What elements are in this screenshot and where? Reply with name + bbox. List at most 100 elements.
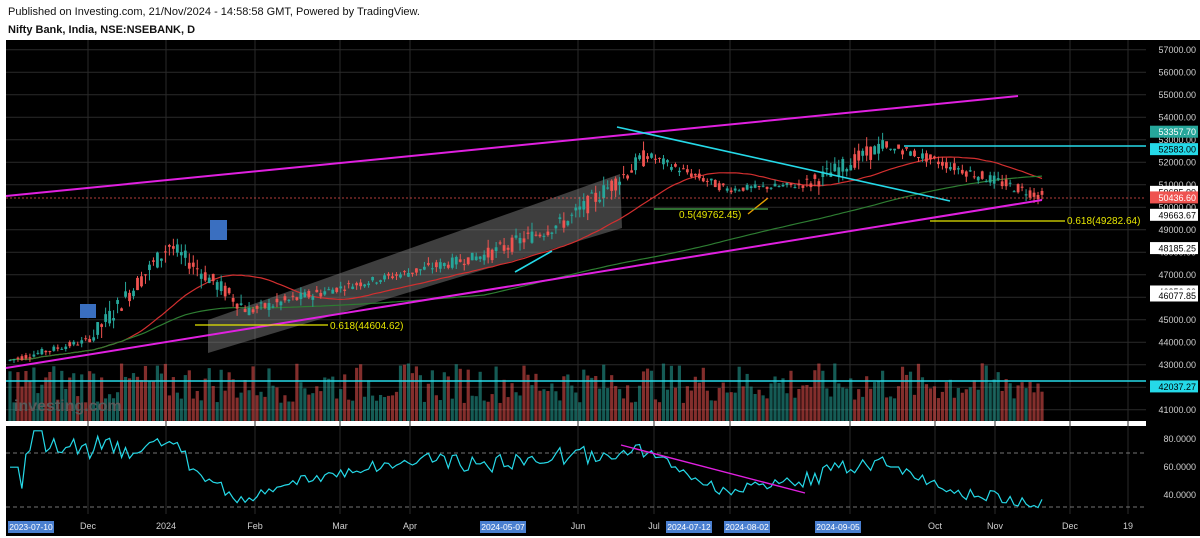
candle-body bbox=[84, 338, 88, 340]
volume-bar bbox=[928, 388, 933, 421]
volume-bar bbox=[829, 396, 833, 421]
volume-bar bbox=[1008, 383, 1012, 421]
volume-bar bbox=[72, 373, 76, 421]
volume-bar bbox=[833, 363, 837, 421]
candle-body bbox=[980, 171, 984, 179]
volume-bar bbox=[12, 402, 16, 421]
candle-body bbox=[606, 187, 610, 189]
volume-bar bbox=[215, 402, 219, 421]
candle-body bbox=[116, 300, 119, 304]
candle-body bbox=[235, 303, 239, 309]
volume-bar bbox=[522, 365, 526, 421]
volume-bar bbox=[462, 402, 466, 421]
volume-bar bbox=[765, 398, 769, 421]
price-badge-label: 53357.70 bbox=[1158, 127, 1196, 137]
volume-bar bbox=[952, 397, 956, 421]
volume-bar bbox=[948, 379, 952, 421]
candles bbox=[8, 132, 1044, 364]
volume-bar bbox=[299, 382, 303, 421]
candle-body bbox=[187, 262, 191, 269]
candle-body bbox=[8, 359, 12, 361]
volume-bar bbox=[474, 396, 478, 421]
volume-bar bbox=[335, 398, 339, 421]
candle-body bbox=[797, 183, 801, 186]
volume-bar bbox=[590, 377, 594, 421]
candle-body bbox=[1032, 192, 1036, 197]
candle-body bbox=[845, 169, 849, 172]
candle-body bbox=[419, 269, 422, 271]
volume-bar bbox=[355, 367, 359, 421]
volume-bars bbox=[8, 363, 1044, 421]
time-axis-label: Dec bbox=[80, 521, 97, 531]
volume-bar bbox=[677, 365, 682, 421]
volume-bar bbox=[797, 388, 801, 421]
candle-body bbox=[183, 250, 187, 258]
rsi-divergence-line[interactable] bbox=[620, 444, 806, 494]
candle-body bbox=[20, 356, 24, 360]
candle-body bbox=[933, 156, 936, 158]
time-axis-badge-label: 2024-09-05 bbox=[816, 522, 860, 532]
candle-body bbox=[658, 157, 661, 159]
price-chart[interactable]: investing.com 0.618(44604.62) 0.5(49762.… bbox=[0, 38, 1200, 538]
moving-average-long bbox=[9, 175, 1043, 361]
volume-bar bbox=[693, 376, 697, 421]
candle-body bbox=[450, 257, 454, 268]
candle-body bbox=[869, 146, 873, 160]
channel-upper-line[interactable] bbox=[5, 95, 1019, 197]
price-tick-label: 56000.00 bbox=[1158, 67, 1196, 77]
candle-body bbox=[937, 161, 940, 165]
fib-label-49762: 0.5(49762.45) bbox=[679, 210, 741, 221]
price-badge: 42037.27 bbox=[1150, 380, 1198, 393]
volume-bar bbox=[100, 377, 104, 421]
candle-body bbox=[247, 308, 251, 316]
rsi-pane[interactable] bbox=[6, 426, 1146, 514]
volume-bar bbox=[367, 380, 371, 421]
price-pane[interactable] bbox=[6, 40, 1146, 421]
volume-bar bbox=[916, 363, 921, 421]
volume-bar bbox=[16, 372, 20, 421]
short-trendline[interactable] bbox=[514, 250, 553, 273]
descending-trendline[interactable] bbox=[616, 126, 951, 202]
candle-body bbox=[52, 346, 56, 351]
volume-bar bbox=[821, 370, 825, 421]
candle-body bbox=[761, 185, 765, 187]
marker-box-1[interactable] bbox=[80, 304, 96, 318]
candle-body bbox=[685, 169, 689, 173]
rsi-line bbox=[10, 430, 1043, 509]
candle-body bbox=[976, 176, 980, 181]
volume-bar bbox=[849, 378, 853, 421]
candle-body bbox=[948, 166, 952, 170]
volume-bar bbox=[243, 379, 247, 421]
volume-bar bbox=[514, 392, 518, 421]
volume-bar bbox=[211, 386, 215, 421]
volume-bar bbox=[853, 399, 857, 421]
price-badge: 52583.00 bbox=[1150, 143, 1198, 156]
volume-bar bbox=[904, 374, 909, 421]
candle-body bbox=[239, 303, 243, 305]
candle-body bbox=[893, 148, 896, 151]
volume-bar bbox=[283, 395, 287, 421]
volume-bar bbox=[932, 386, 937, 421]
candle-body bbox=[367, 283, 371, 286]
short-orange-line[interactable] bbox=[747, 197, 769, 215]
candle-body bbox=[311, 296, 315, 300]
candle-body bbox=[809, 183, 813, 188]
volume-bar bbox=[1024, 388, 1028, 421]
candle-body bbox=[885, 141, 889, 148]
marker-box-2[interactable] bbox=[210, 220, 227, 240]
candle-body bbox=[403, 271, 406, 273]
volume-bar bbox=[633, 401, 638, 421]
volume-bar bbox=[227, 372, 231, 421]
candle-body bbox=[211, 273, 215, 282]
volume-bar bbox=[908, 371, 913, 421]
channel-lower-line[interactable] bbox=[5, 199, 1043, 369]
volume-bar bbox=[610, 375, 614, 421]
candle-body bbox=[391, 276, 394, 279]
volume-bar bbox=[741, 386, 745, 421]
candle-body bbox=[163, 251, 167, 253]
candle-body bbox=[307, 291, 311, 298]
volume-bar bbox=[781, 378, 785, 421]
volume-bar bbox=[988, 382, 992, 421]
volume-bar bbox=[618, 389, 622, 421]
candle-body bbox=[96, 322, 100, 335]
